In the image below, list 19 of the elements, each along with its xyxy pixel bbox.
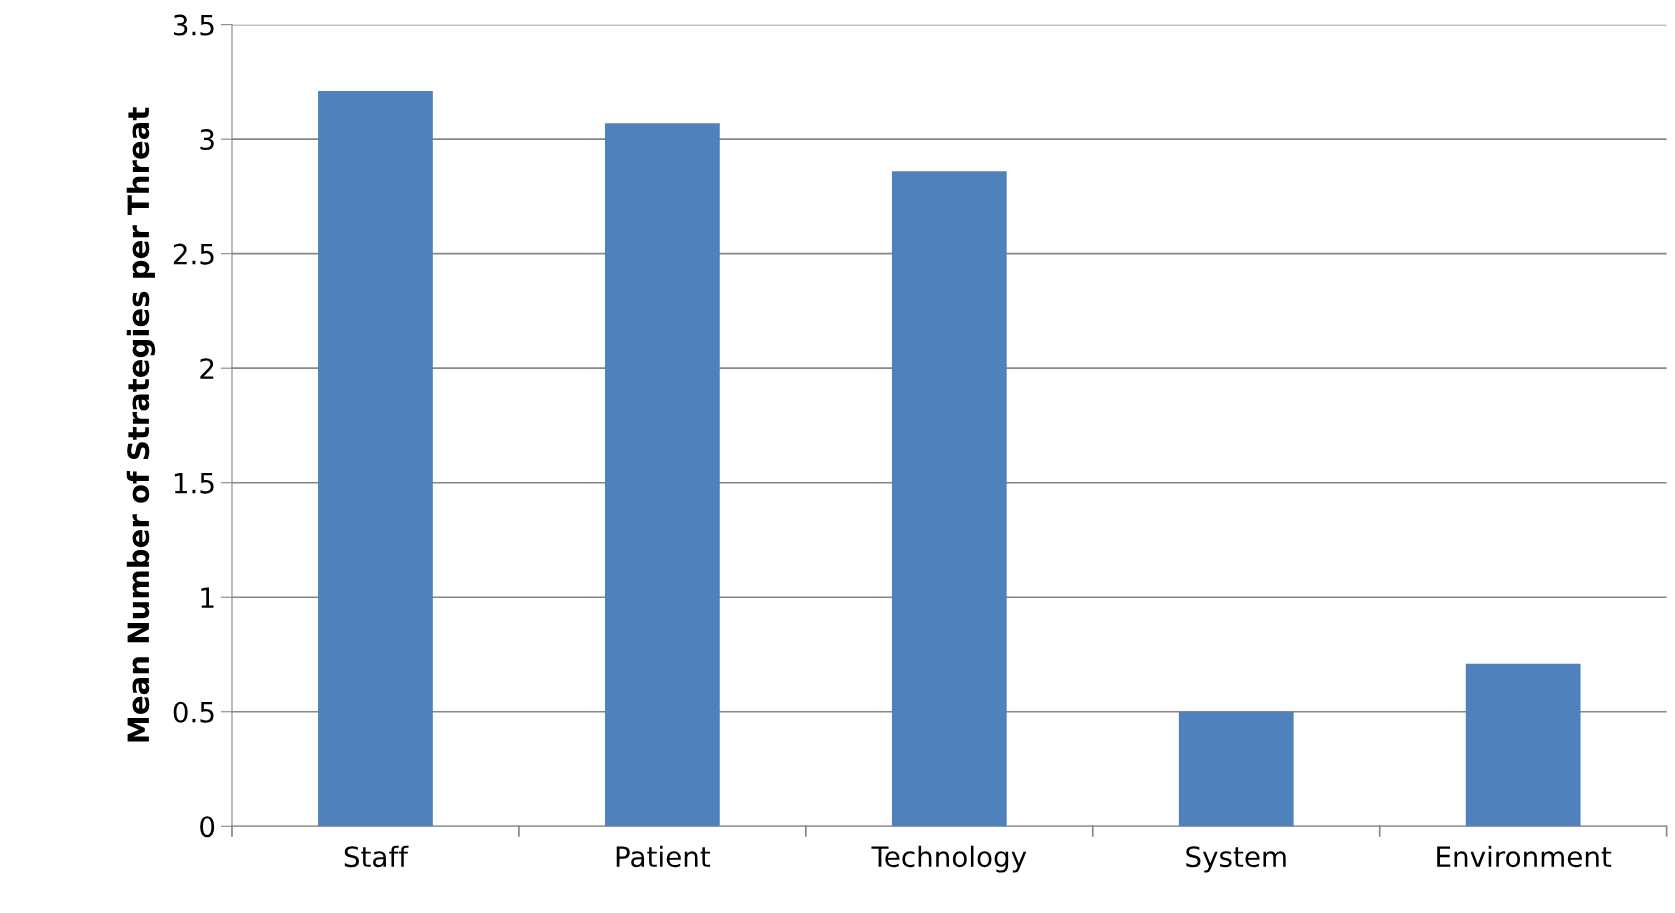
x-tick-label: Technology: [871, 845, 1027, 873]
bar: [604, 123, 720, 827]
bar: [891, 171, 1007, 827]
y-tick-label: 0: [200, 816, 215, 838]
y-tick-label: 2: [200, 358, 214, 379]
y-tick-label: 1: [201, 587, 214, 608]
y-axis-title: Mean Number of Strategies per Threat: [126, 107, 156, 742]
x-tick-label: Patient: [616, 845, 711, 868]
y-tick-label: 3: [200, 129, 214, 151]
bar: [1465, 663, 1581, 827]
x-tick-label: Staff: [344, 845, 409, 868]
y-tick-label: 2.5: [173, 243, 214, 265]
x-tick-label: Environment: [1437, 845, 1612, 868]
y-tick-label: 0.5: [173, 701, 214, 723]
y-tick-label: 3.5: [173, 14, 214, 36]
bar: [318, 91, 433, 827]
y-tick-label: 1.5: [174, 473, 214, 494]
x-tick-label: System: [1186, 846, 1286, 873]
bar: [1178, 711, 1294, 827]
